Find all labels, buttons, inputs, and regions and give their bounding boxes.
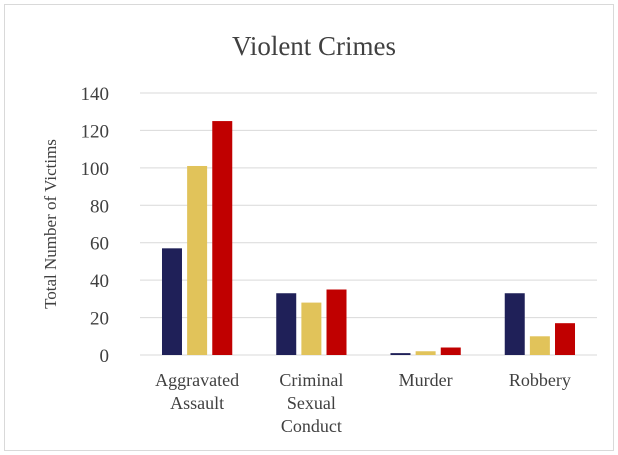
x-category-label: Murder <box>399 370 453 390</box>
chart-title: Violent Crimes <box>232 31 396 61</box>
bar <box>415 351 436 355</box>
bar <box>555 323 576 355</box>
y-tick-labels: 0 20 40 60 80 100 120 140 <box>81 84 110 367</box>
y-tick-label: 20 <box>90 309 109 330</box>
bar <box>161 248 182 355</box>
y-tick-label: 40 <box>90 271 109 292</box>
x-category-label: Conduct <box>281 416 342 436</box>
y-axis-title: Total Number of Victims <box>41 139 60 309</box>
bar <box>301 302 322 355</box>
x-category-label: Sexual <box>287 393 336 413</box>
bar <box>326 289 347 355</box>
chart-frame <box>4 4 614 451</box>
bar <box>390 353 411 355</box>
bar <box>440 347 461 355</box>
y-tick-label: 140 <box>81 84 110 105</box>
y-tick-label: 100 <box>81 159 110 180</box>
x-category-label: Criminal <box>279 370 343 390</box>
y-tick-label: 120 <box>81 121 110 142</box>
bar <box>529 336 550 355</box>
bars <box>161 121 576 355</box>
x-category-label: Aggravated <box>155 370 239 390</box>
category-labels: Aggravated Assault Criminal Sexual Conduct Mu… <box>155 370 571 436</box>
x-category-label: Robbery <box>509 370 571 390</box>
y-tick-label: 60 <box>90 234 109 255</box>
y-tick-label: 0 <box>100 346 110 367</box>
bar <box>187 165 208 355</box>
bar <box>504 293 525 355</box>
bar <box>276 293 297 355</box>
gridlines <box>140 92 597 356</box>
y-tick-label: 80 <box>90 196 109 217</box>
bar <box>212 121 233 355</box>
x-category-label: Assault <box>170 393 224 413</box>
